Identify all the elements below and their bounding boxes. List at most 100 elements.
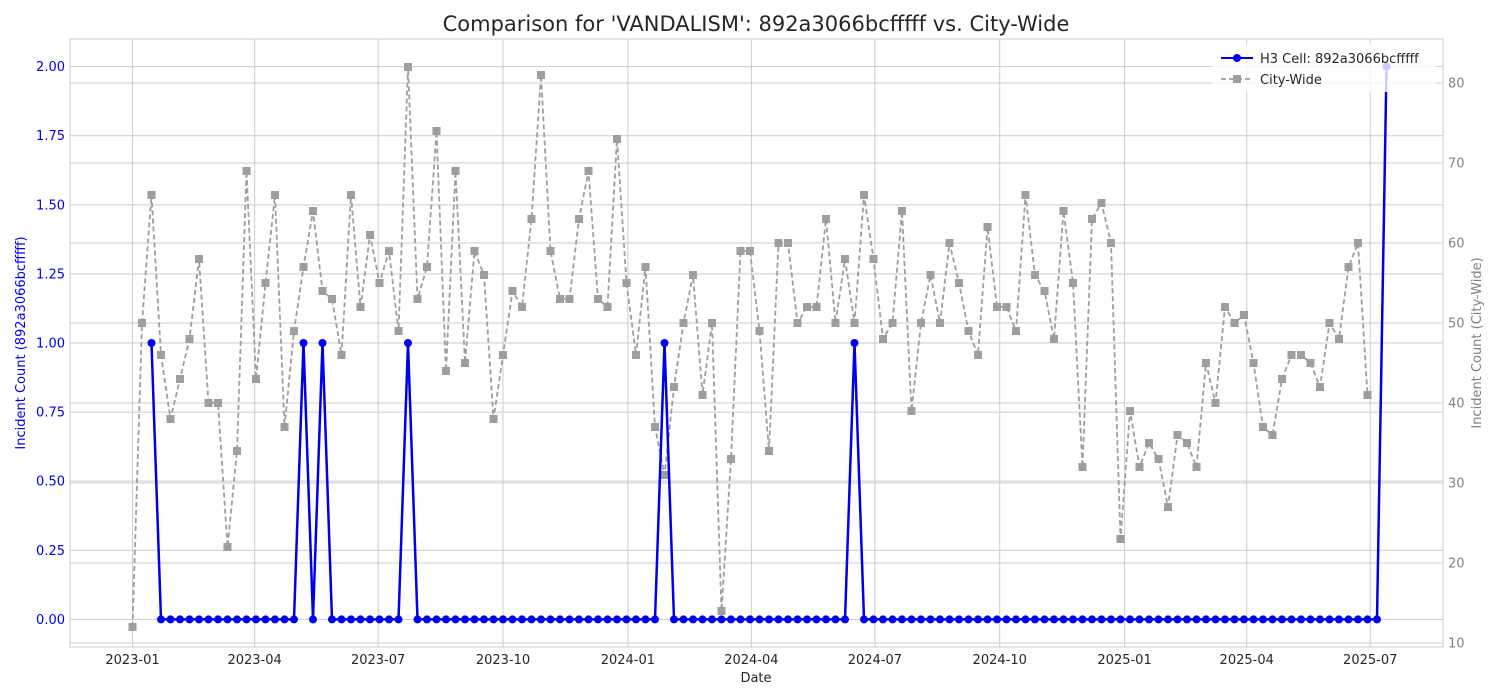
city-wide-point bbox=[1221, 303, 1229, 311]
h3-cell-point bbox=[375, 615, 384, 624]
city-wide-point bbox=[556, 295, 564, 303]
city-wide-point bbox=[603, 303, 612, 311]
left-y-tick-label: 0.00 bbox=[36, 613, 65, 628]
city-wide-point bbox=[983, 223, 992, 231]
h3-cell-point bbox=[413, 615, 422, 624]
city-wide-point bbox=[736, 247, 745, 255]
x-tick-label: 2025-01 bbox=[1097, 653, 1151, 668]
city-wide-point bbox=[698, 391, 707, 399]
city-wide-point bbox=[366, 231, 374, 239]
city-wide-point bbox=[860, 191, 868, 199]
h3-cell-point bbox=[1021, 615, 1030, 624]
city-wide-point bbox=[1078, 463, 1087, 471]
h3-cell-point bbox=[1088, 615, 1096, 624]
h3-cell-point bbox=[204, 615, 213, 624]
city-wide-point bbox=[1354, 239, 1362, 247]
city-wide-point bbox=[157, 351, 165, 359]
h3-cell-point bbox=[1069, 615, 1077, 624]
city-wide-point bbox=[717, 607, 726, 615]
city-wide-point bbox=[394, 327, 403, 335]
h3-cell-point bbox=[689, 615, 697, 624]
h3-cell-point bbox=[660, 339, 669, 347]
city-wide-point bbox=[708, 319, 716, 327]
city-wide-point bbox=[1059, 207, 1068, 215]
h3-cell-point bbox=[565, 615, 574, 624]
city-wide-point bbox=[584, 167, 593, 175]
city-wide-point bbox=[128, 623, 137, 631]
legend-city-marker bbox=[1233, 75, 1241, 83]
h3-cell-point bbox=[1059, 615, 1068, 624]
h3-cell-point bbox=[480, 615, 488, 624]
h3-cell-point bbox=[1325, 615, 1334, 624]
h3-cell-point bbox=[404, 339, 412, 347]
city-wide-point bbox=[1325, 319, 1334, 327]
city-wide-point bbox=[1145, 439, 1153, 447]
left-y-tick-label: 1.00 bbox=[36, 337, 65, 352]
h3-cell-point bbox=[765, 615, 773, 624]
city-wide-point bbox=[670, 383, 678, 391]
city-wide-point bbox=[945, 239, 954, 247]
h3-cell-point bbox=[1145, 615, 1153, 624]
h3-cell-point bbox=[869, 615, 878, 624]
h3-cell-point bbox=[1249, 615, 1258, 624]
h3-cell-point bbox=[850, 339, 859, 347]
h3-cell-point bbox=[1012, 615, 1020, 624]
h3-cell-point bbox=[252, 615, 260, 624]
right-y-tick-label: 80 bbox=[1448, 77, 1465, 92]
city-wide-point bbox=[869, 255, 878, 263]
h3-cell-point bbox=[261, 615, 270, 624]
left-y-tick-label: 1.50 bbox=[36, 198, 65, 213]
right-y-tick-label: 60 bbox=[1448, 237, 1465, 252]
h3-cell-point bbox=[594, 615, 602, 624]
city-wide-point bbox=[907, 407, 916, 415]
left-y-tick-label: 1.25 bbox=[36, 267, 65, 282]
city-wide-point bbox=[1192, 463, 1201, 471]
city-wide-point bbox=[442, 367, 450, 375]
h3-cell-point bbox=[1126, 615, 1134, 624]
city-wide-point bbox=[499, 351, 507, 359]
city-wide-point bbox=[1107, 239, 1115, 247]
h3-cell-point bbox=[242, 615, 251, 624]
series-layer bbox=[128, 62, 1391, 631]
city-wide-point bbox=[508, 287, 517, 295]
x-tick-label: 2023-01 bbox=[105, 653, 159, 668]
h3-cell-point bbox=[755, 615, 764, 624]
h3-cell-point bbox=[356, 615, 365, 624]
city-wide-point bbox=[660, 471, 669, 479]
h3-cell-point bbox=[641, 615, 650, 624]
right-y-tick-label: 50 bbox=[1448, 317, 1465, 332]
city-wide-point bbox=[1183, 439, 1191, 447]
h3-cell-point bbox=[527, 615, 536, 624]
h3-cell-point bbox=[812, 615, 821, 624]
h3-cell-point bbox=[1373, 615, 1381, 624]
h3-cell-point bbox=[556, 615, 564, 624]
right-y-tick-label: 10 bbox=[1448, 637, 1465, 652]
city-wide-point bbox=[1002, 303, 1011, 311]
right-y-axis-label: Incident Count (City-Wide) bbox=[1470, 257, 1485, 428]
city-wide-point bbox=[309, 207, 317, 215]
city-wide-point bbox=[1230, 319, 1239, 327]
h3-cell-point bbox=[214, 615, 222, 624]
h3-cell-point bbox=[860, 615, 868, 624]
city-wide-point bbox=[423, 263, 431, 271]
city-wide-point bbox=[1259, 423, 1267, 431]
right-y-tick-label: 20 bbox=[1448, 557, 1465, 572]
h3-cell-point bbox=[964, 615, 973, 624]
h3-cell-point bbox=[1040, 615, 1049, 624]
h3-cell-point bbox=[926, 615, 935, 624]
city-wide-point bbox=[233, 447, 241, 455]
h3-cell-point bbox=[993, 615, 1001, 624]
city-wide-point bbox=[1202, 359, 1210, 367]
city-wide-point bbox=[252, 375, 260, 383]
city-wide-point bbox=[280, 423, 289, 431]
city-wide-point bbox=[290, 327, 298, 335]
h3-cell-point bbox=[632, 615, 640, 624]
h3-cell-point bbox=[499, 615, 507, 624]
city-wide-point bbox=[299, 263, 308, 271]
h3-cell-point bbox=[898, 615, 906, 624]
city-wide-point bbox=[793, 319, 802, 327]
city-wide-point bbox=[964, 327, 973, 335]
city-wide-point bbox=[518, 303, 526, 311]
h3-cell-point bbox=[784, 615, 792, 624]
